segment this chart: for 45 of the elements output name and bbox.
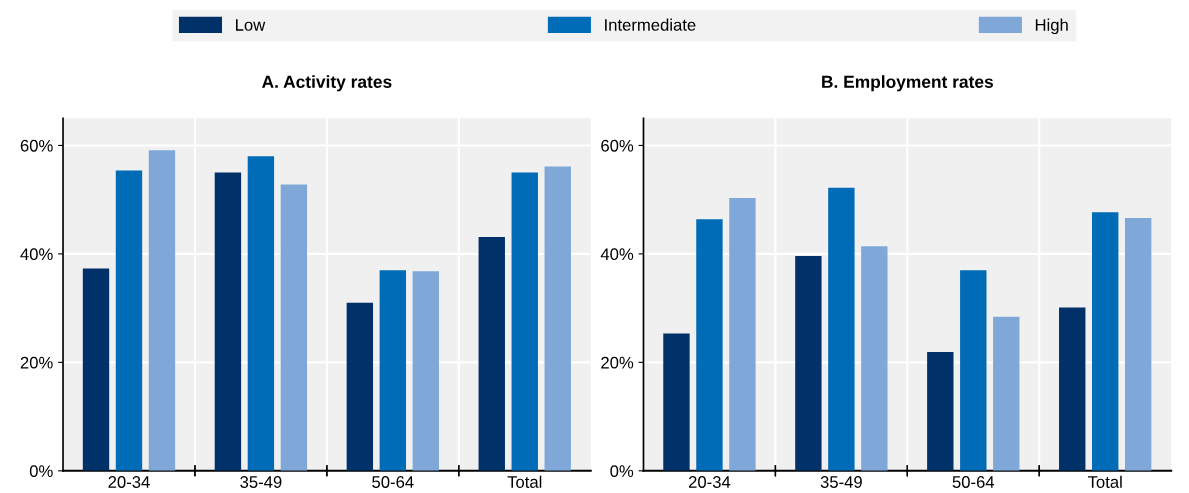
bar: [148, 150, 176, 471]
chart-title: A. Activity rates: [262, 75, 392, 92]
bar: [993, 316, 1020, 471]
bar: [511, 172, 538, 471]
bar: [412, 271, 439, 471]
bar: [861, 246, 888, 471]
y-tick-label: 20%: [20, 356, 53, 369]
x-tick-label: 35-49: [240, 476, 282, 488]
bar: [828, 187, 855, 471]
x-tick-label: 35-49: [820, 476, 862, 488]
chart-title: B. Employment rates: [822, 75, 993, 92]
bar: [927, 352, 954, 471]
x-tick-label: 20-34: [108, 476, 150, 488]
bar: [379, 270, 407, 471]
y-tick-label: 20%: [601, 356, 634, 369]
bar: [696, 219, 723, 471]
x-tick-label: 20-34: [688, 476, 731, 488]
bar: [280, 184, 308, 471]
bar: [795, 256, 822, 471]
bar: [247, 156, 275, 471]
bar: [960, 270, 987, 471]
bar: [1092, 212, 1119, 471]
y-tick-label: 40%: [600, 248, 634, 261]
bar: [663, 333, 690, 471]
bar: [729, 198, 756, 471]
bar: [1124, 218, 1152, 471]
x-tick-label: 50-64: [372, 476, 414, 488]
legend-label: Intermediate: [605, 18, 696, 31]
bar: [82, 268, 110, 471]
y-tick-label: 0%: [29, 465, 53, 478]
y-tick-label: 0%: [610, 465, 634, 478]
y-tick-label: 60%: [20, 139, 53, 152]
x-tick-label: 50-64: [952, 476, 995, 488]
bar: [346, 302, 374, 471]
bar: [478, 237, 505, 471]
x-tick-label: Total: [507, 475, 542, 488]
x-tick-label: Total: [1087, 475, 1122, 488]
y-tick-label: 40%: [20, 248, 53, 261]
bar: [544, 166, 571, 471]
legend-label: Low: [236, 19, 266, 31]
legend-label: High: [1035, 18, 1068, 35]
bar: [214, 172, 242, 471]
bar: [115, 170, 143, 471]
bar: [1059, 307, 1086, 471]
y-tick-label: 60%: [601, 139, 634, 152]
